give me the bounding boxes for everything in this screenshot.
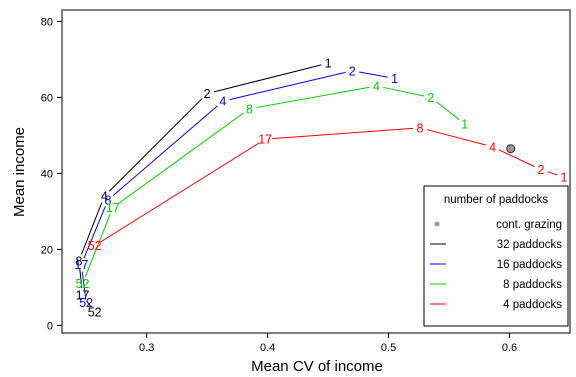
point-label: 52	[76, 277, 90, 291]
series-segment	[81, 271, 86, 296]
series-line-8-paddocks	[84, 86, 460, 278]
y-tick-label: 0	[47, 320, 53, 332]
series-segment	[256, 86, 370, 109]
x-axis: 0.3 0.4 0.5 0.6	[139, 333, 517, 354]
series-segment	[229, 71, 346, 101]
x-axis-title: Mean CV of income	[251, 358, 383, 375]
legend-entry-label: 16 paddocks	[497, 259, 562, 271]
series-segment	[112, 105, 218, 196]
point-label: 1	[325, 57, 332, 71]
point-label: 1	[560, 171, 567, 185]
series-segment	[118, 112, 245, 204]
point-label: 2	[427, 91, 434, 105]
y-axis: 0 20 40 60 80	[41, 16, 62, 332]
point-label: 17	[74, 258, 88, 272]
series-segment	[86, 300, 92, 307]
y-tick-label: 20	[41, 244, 53, 256]
y-tick-label: 60	[41, 92, 53, 104]
point-label: 52	[79, 296, 93, 310]
series-segment	[547, 171, 558, 176]
point-label: 4	[219, 95, 226, 109]
point-label: 8	[75, 254, 82, 268]
series-segment	[108, 98, 203, 192]
legend: number of paddocks cont. grazing 32 paddoc…	[423, 185, 569, 327]
legend-entry-label: 32 paddocks	[497, 239, 562, 251]
point-label: 8	[246, 102, 253, 116]
legend-swatch	[434, 221, 440, 227]
point-label: 4	[373, 80, 380, 94]
legend-entry-label: cont. grazing	[496, 219, 562, 231]
y-axis-title: Mean income	[11, 127, 28, 217]
x-tick-label: 0.3	[139, 342, 154, 354]
point-label: 4	[101, 190, 108, 204]
series-segment	[79, 267, 83, 289]
legend-box	[423, 185, 569, 327]
legend-entry-label: 8 paddocks	[503, 279, 562, 291]
plot-frame	[61, 9, 571, 334]
point-label: 1	[391, 72, 398, 86]
point-label: 17	[258, 133, 272, 147]
y-tick-label: 80	[41, 16, 53, 28]
series-segment	[213, 64, 322, 93]
x-tick-label: 0.5	[381, 342, 396, 354]
legend-title: number of paddocks	[444, 194, 548, 206]
series-segment	[81, 202, 103, 255]
series-line-16-paddocks	[81, 71, 388, 296]
series-segment	[436, 101, 460, 121]
series-segment	[272, 127, 414, 140]
point-label: 1	[461, 118, 468, 132]
point-label: 52	[88, 239, 102, 253]
cont-grazing-point	[506, 144, 516, 154]
point-label: 8	[104, 194, 111, 208]
series-line-4-paddocks	[100, 127, 558, 243]
series-segment	[359, 71, 388, 78]
legend-entry-label: 4 paddocks	[503, 299, 562, 311]
series-line-32-paddocks	[79, 64, 322, 307]
x-tick-label: 0.4	[260, 342, 275, 354]
point-label: 17	[76, 289, 90, 303]
point-label: 2	[537, 163, 544, 177]
point-label: 52	[88, 306, 102, 320]
point-label: 2	[349, 64, 356, 78]
point-label: 2	[204, 87, 211, 101]
point-label: 4	[489, 140, 496, 154]
series-segment	[383, 86, 425, 97]
point-label: 8	[417, 121, 424, 135]
plot-border	[61, 9, 571, 334]
extra-points-layer	[506, 144, 516, 154]
x-tick-label: 0.6	[502, 342, 517, 354]
series-segment	[426, 129, 486, 146]
series-segment	[498, 149, 535, 168]
point-label: 17	[106, 201, 120, 215]
series-segment	[84, 213, 111, 278]
series-segment	[83, 206, 106, 259]
y-tick-label: 40	[41, 168, 53, 180]
series-segment	[100, 142, 260, 243]
